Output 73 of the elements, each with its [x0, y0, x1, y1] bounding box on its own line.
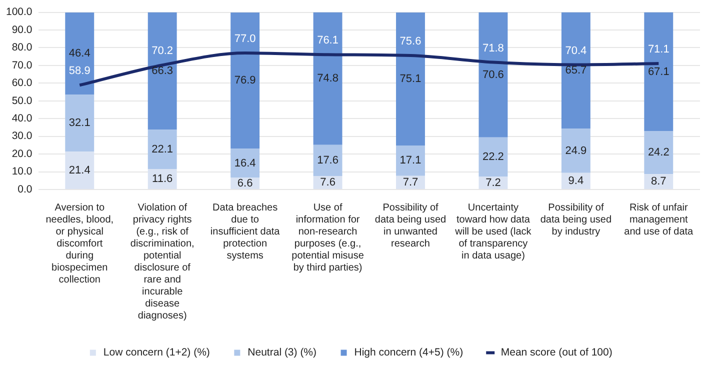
data-label: 70.4	[565, 44, 587, 57]
legend-label: Neutral (3) (%)	[248, 346, 317, 359]
x-tick-label: Use of information for non-research purposes (e.g., potential misuse by third parties)	[292, 202, 364, 274]
data-label: 32.1	[68, 117, 90, 130]
legend-label: High concern (4+5) (%)	[354, 346, 464, 359]
bar	[561, 128, 590, 173]
bar	[313, 144, 342, 176]
data-label: 7.6	[320, 176, 336, 189]
data-label: 67.1	[648, 66, 670, 78]
data-label: 8.7	[650, 176, 666, 188]
y-tick-label: 40.0	[12, 112, 32, 125]
bar	[65, 12, 94, 95]
y-tick-label: 10.0	[12, 166, 32, 178]
data-label: 70.6	[482, 68, 504, 81]
data-label: 17.6	[317, 154, 338, 166]
bar	[148, 12, 177, 130]
x-tick-label: Uncertainty toward how data will be used (lack of transparency in data usage)	[454, 202, 532, 262]
x-tick-label: Aversion to needles, blood, or physical discomfort during biospecimen collection	[46, 202, 114, 286]
data-label: 65.7	[565, 64, 587, 77]
data-label: 9.4	[568, 174, 584, 187]
data-label: 75.6	[400, 36, 422, 48]
y-tick-label: 100.0	[6, 6, 32, 18]
data-label: 76.9	[234, 74, 256, 87]
bar	[396, 146, 425, 176]
bar	[148, 130, 177, 169]
bar	[478, 12, 508, 138]
y-tick-label: 0.0	[18, 183, 32, 196]
bar	[478, 137, 508, 177]
data-label: 75.1	[400, 73, 422, 86]
bar	[644, 131, 674, 174]
x-tick-label: Possibility of data being used in unwanted research	[374, 202, 446, 250]
data-label: 58.9	[68, 65, 90, 78]
x-tick-label: Possibility of data being used by industry	[540, 202, 612, 238]
data-label: 24.9	[565, 144, 587, 157]
data-label: 71.1	[648, 44, 670, 56]
data-label: 6.6	[237, 177, 253, 190]
data-label: 17.1	[400, 154, 422, 167]
y-tick-label: 60.0	[12, 77, 32, 90]
bar	[65, 94, 94, 152]
bar	[230, 148, 260, 178]
y-tick-label: 20.0	[12, 148, 32, 160]
x-tick-label: Risk of unfair management and use of data	[624, 202, 694, 238]
legend-label: Mean score (out of 100)	[500, 346, 612, 359]
data-label: 66.3	[152, 65, 174, 78]
data-label: 70.2	[152, 45, 174, 58]
legend-label: Low concern (1+2) (%)	[103, 346, 210, 359]
bar	[65, 152, 94, 189]
bar	[313, 12, 342, 145]
bar	[644, 12, 674, 132]
y-tick-label: 30.0	[12, 130, 32, 142]
data-label: 74.8	[317, 72, 338, 85]
data-label: 22.1	[152, 143, 174, 156]
bar	[561, 12, 590, 129]
data-label: 7.7	[402, 176, 418, 188]
y-tick-label: 80.0	[12, 42, 32, 54]
data-label: 21.4	[68, 164, 90, 176]
bar	[396, 12, 425, 146]
data-label: 24.2	[648, 146, 670, 159]
bar	[478, 176, 508, 189]
data-label: 11.6	[152, 173, 173, 186]
data-label: 77.0	[234, 33, 256, 46]
category-label: Violation of privacy rights (e.g., risk of discrimination, potential disclosure of rare and incurable disease diagnoses)	[130, 202, 194, 322]
y-tick-label: 70.0	[12, 59, 32, 72]
data-label: 16.4	[234, 157, 256, 170]
y-tick-label: 50.0	[12, 94, 32, 107]
data-label: 76.1	[317, 34, 338, 47]
data-label: 46.4	[68, 48, 90, 60]
data-label: 7.2	[486, 176, 501, 189]
x-tick-label: Data breaches due to insufficient data protection systems	[210, 202, 280, 262]
data-label: 22.2	[482, 151, 504, 164]
bar	[230, 12, 260, 149]
data-label: 71.8	[482, 42, 504, 54]
y-tick-label: 90.0	[12, 24, 32, 36]
